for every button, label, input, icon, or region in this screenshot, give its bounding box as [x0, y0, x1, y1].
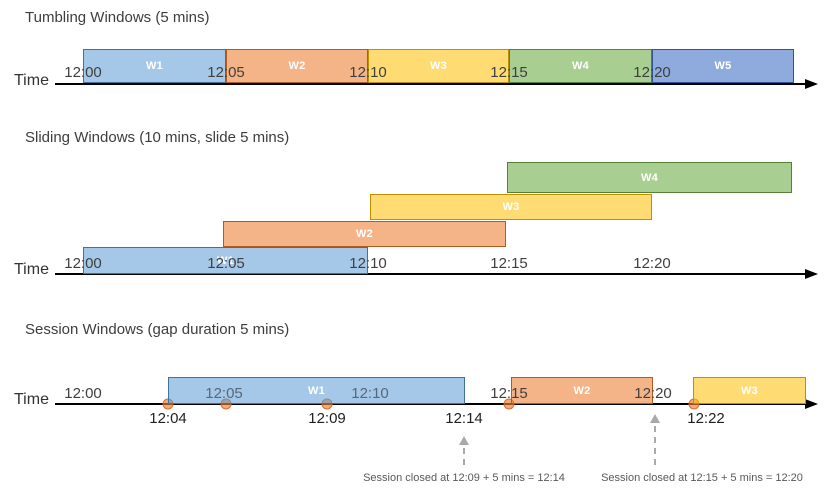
session-tick-1215: 12:15 — [490, 385, 528, 402]
sliding-window-w2: W2 — [223, 221, 506, 247]
tumbling-axis-line — [55, 83, 807, 85]
session-section-title: Session Windows (gap duration 5 mins) — [25, 321, 290, 338]
window-label: W4 — [571, 60, 590, 72]
window-label: W3 — [740, 384, 759, 397]
event-dot-1215 — [503, 398, 515, 410]
sliding-window-w4: W4 — [507, 162, 792, 193]
event-label-1222: 12:22 — [687, 410, 725, 427]
session-window-w3: W3 — [693, 377, 806, 404]
session-closed-annotation-2: Session closed at 12:15 + 5 mins = 12:20 — [601, 472, 803, 484]
tumbling-tick-1215: 12:15 — [490, 64, 528, 81]
sliding-window-w3: W3 — [370, 194, 652, 220]
event-label-1209: 12:09 — [308, 410, 346, 427]
sliding-window-w1: W1 — [83, 247, 368, 274]
dashed-arrow-line — [463, 448, 465, 465]
session-axis-line — [55, 403, 807, 405]
window-label: W1 — [307, 384, 326, 397]
window-label: W2 — [355, 228, 374, 240]
session-tick-1205: 12:05 — [205, 385, 243, 402]
dashed-up-arrowhead-icon — [459, 436, 469, 445]
event-label-1204: 12:04 — [149, 410, 187, 427]
sliding-axis-line — [55, 273, 807, 275]
session-window-w2: W2 — [511, 377, 653, 404]
tumbling-window-w2: W2 — [226, 49, 368, 83]
dashed-up-arrowhead-icon — [650, 414, 660, 423]
session-time-axis-label: Time — [14, 391, 49, 408]
tumbling-window-w3: W3 — [368, 49, 509, 83]
session-window-w1: W1 — [168, 377, 465, 404]
window-label: W4 — [640, 171, 659, 184]
session-tick-1220: 12:20 — [634, 385, 672, 402]
tumbling-tick-1220: 12:20 — [633, 64, 671, 81]
sliding-tick-1220: 12:20 — [633, 255, 671, 272]
window-label: W2 — [288, 60, 306, 72]
sliding-tick-1200: 12:00 — [64, 255, 102, 272]
tumbling-tick-1210: 12:10 — [349, 64, 387, 81]
window-label: W1 — [145, 60, 164, 72]
window-label: W1 — [216, 254, 235, 267]
sliding-axis-arrowhead-icon — [805, 269, 818, 279]
sliding-time-axis-label: Time — [14, 261, 49, 278]
session-axis-arrowhead-icon — [805, 399, 818, 409]
tumbling-section-title: Tumbling Windows (5 mins) — [25, 9, 210, 26]
tumbling-window-w4: W4 — [509, 49, 652, 83]
sliding-tick-1215: 12:15 — [490, 255, 528, 272]
sliding-section-title: Sliding Windows (10 mins, slide 5 mins) — [25, 129, 290, 146]
session-tick-1210: 12:10 — [351, 385, 389, 402]
tumbling-window-w5: W5 — [652, 49, 794, 83]
sliding-tick-1205: 12:05 — [207, 255, 245, 272]
tumbling-axis-arrowhead-icon — [805, 79, 818, 89]
window-label: W5 — [714, 60, 732, 72]
tumbling-time-axis-label: Time — [14, 72, 49, 89]
tumbling-tick-1200: 12:00 — [64, 64, 102, 81]
window-label: W3 — [429, 60, 448, 72]
event-label-1214: 12:14 — [445, 410, 483, 427]
session-closed-annotation-1: Session closed at 12:09 + 5 mins = 12:14 — [363, 472, 565, 484]
sliding-tick-1210: 12:10 — [349, 255, 387, 272]
session-tick-1200: 12:00 — [64, 385, 102, 402]
window-label: W3 — [502, 201, 520, 213]
dashed-arrow-line — [654, 426, 656, 465]
tumbling-window-w1: W1 — [83, 49, 226, 83]
window-label: W2 — [573, 384, 591, 397]
tumbling-tick-1205: 12:05 — [207, 64, 245, 81]
